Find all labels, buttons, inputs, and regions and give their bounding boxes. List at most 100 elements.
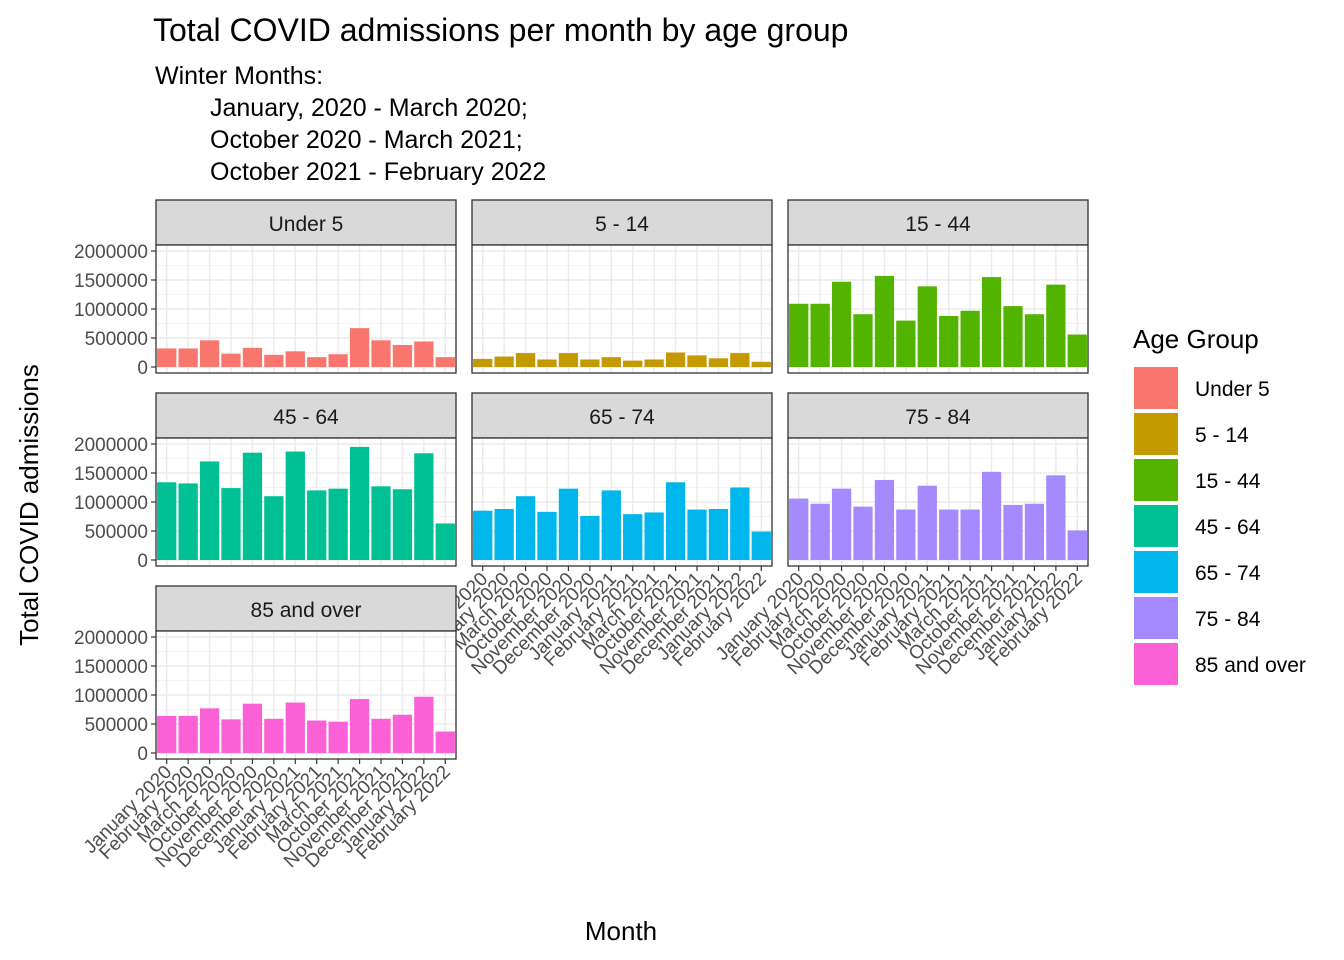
bar-75-84-february-2022 bbox=[1067, 530, 1087, 560]
legend-label: 5 - 14 bbox=[1195, 424, 1249, 447]
legend-key bbox=[1134, 597, 1178, 639]
bar-85-and-over-february-2020 bbox=[178, 715, 198, 753]
bar-75-84-october-2020 bbox=[853, 506, 873, 560]
facet-panels: Under 5 0 500000 1000000 1500000 2000000 5 - 1… bbox=[74, 199, 1089, 872]
facet-strip-label: 15 - 44 bbox=[905, 213, 971, 236]
legend-label: 85 and over bbox=[1195, 654, 1306, 677]
legend-key bbox=[1134, 367, 1178, 409]
y-tick-label: 1000000 bbox=[74, 493, 148, 514]
facet-strip bbox=[155, 199, 457, 246]
bar-under-5-february-2022 bbox=[435, 357, 455, 367]
bar-5-14-february-2021 bbox=[623, 360, 643, 367]
bar-65-74-october-2020 bbox=[537, 511, 557, 560]
y-tick-label: 500000 bbox=[85, 522, 148, 543]
legend-key bbox=[1134, 551, 1178, 593]
bar-15-44-february-2021 bbox=[939, 315, 959, 367]
bar-75-84-december-2020 bbox=[896, 509, 916, 560]
bar-65-74-february-2022 bbox=[751, 531, 771, 560]
chart-subtitle-line-3: October 2020 - March 2021; bbox=[210, 126, 523, 154]
bar-15-44-january-2020 bbox=[789, 303, 809, 367]
y-tick-label: 2000000 bbox=[74, 628, 148, 649]
bar-45-64-march-2020 bbox=[199, 461, 220, 560]
bar-45-64-january-2020 bbox=[157, 482, 177, 560]
facet-strip-label: 65 - 74 bbox=[589, 406, 655, 429]
y-axis-title: Total COVID admissions bbox=[14, 364, 44, 646]
bar-under-5-february-2021 bbox=[307, 357, 327, 367]
bar-45-64-january-2021 bbox=[285, 451, 305, 560]
x-axis-title: Month bbox=[585, 916, 657, 946]
bar-65-74-january-2020 bbox=[473, 510, 493, 560]
bar-under-5-january-2020 bbox=[157, 348, 177, 367]
bar-5-14-december-2021 bbox=[708, 358, 729, 367]
y-tick-label: 1000000 bbox=[74, 686, 148, 707]
bar-65-74-december-2021 bbox=[708, 508, 729, 560]
legend-item-5-14: 5 - 14 bbox=[1134, 413, 1249, 455]
facet-panel-5-14: 5 - 14 bbox=[471, 199, 773, 374]
bar-15-44-november-2020 bbox=[874, 275, 895, 367]
legend-item-85-and-over: 85 and over bbox=[1134, 643, 1306, 685]
facet-panel-under-5: Under 5 0 500000 1000000 1500000 2000000 bbox=[74, 199, 457, 379]
bar-15-44-march-2021 bbox=[960, 310, 980, 367]
bar-15-44-october-2021 bbox=[981, 277, 1002, 367]
bar-45-64-november-2021 bbox=[371, 486, 391, 560]
bar-45-64-march-2021 bbox=[328, 488, 348, 560]
bar-under-5-march-2020 bbox=[199, 340, 220, 367]
bar-75-84-november-2020 bbox=[874, 479, 895, 560]
y-tick-label: 500000 bbox=[85, 329, 148, 350]
chart-title: Total COVID admissions per month by age … bbox=[153, 12, 848, 48]
bar-15-44-january-2021 bbox=[917, 286, 937, 367]
y-tick-label: 1000000 bbox=[74, 300, 148, 321]
facet-strip-label: 85 and over bbox=[251, 599, 362, 622]
bar-5-14-march-2021 bbox=[644, 359, 664, 367]
legend-title: Age Group bbox=[1133, 324, 1259, 354]
bar-65-74-march-2020 bbox=[515, 496, 536, 560]
bar-85-and-over-october-2020 bbox=[221, 719, 241, 753]
facet-strip bbox=[155, 585, 457, 632]
bar-5-14-january-2020 bbox=[473, 358, 493, 367]
bar-under-5-october-2020 bbox=[221, 353, 241, 367]
bar-under-5-november-2021 bbox=[371, 340, 391, 367]
panel-border bbox=[787, 244, 1089, 374]
y-tick-label: 2000000 bbox=[74, 242, 148, 263]
bar-15-44-february-2020 bbox=[810, 303, 830, 367]
legend-label: Under 5 bbox=[1195, 378, 1270, 401]
y-tick-label: 1500000 bbox=[74, 657, 148, 678]
bar-5-14-november-2021 bbox=[687, 355, 707, 367]
bar-15-44-march-2020 bbox=[831, 281, 852, 367]
bar-65-74-october-2021 bbox=[665, 482, 686, 560]
chart-subtitle-line-1: Winter Months: bbox=[155, 62, 323, 90]
panel-border bbox=[471, 244, 773, 374]
bar-75-84-february-2021 bbox=[939, 509, 959, 560]
bar-under-5-march-2021 bbox=[328, 354, 348, 367]
bar-75-84-march-2020 bbox=[831, 488, 852, 560]
bar-45-64-november-2020 bbox=[242, 452, 263, 560]
bar-85-and-over-march-2020 bbox=[199, 708, 220, 753]
legend-item-15-44: 15 - 44 bbox=[1134, 459, 1261, 501]
facet-strip-label: 45 - 64 bbox=[273, 406, 339, 429]
facet-strip-label: Under 5 bbox=[269, 213, 344, 236]
facet-strip-label: 5 - 14 bbox=[595, 213, 649, 236]
bar-75-84-october-2021 bbox=[981, 471, 1002, 560]
bar-65-74-february-2020 bbox=[494, 508, 514, 560]
bar-15-44-february-2022 bbox=[1067, 334, 1087, 367]
bar-5-14-february-2020 bbox=[494, 356, 514, 367]
bar-under-5-december-2021 bbox=[392, 344, 413, 367]
y-tick-label: 2000000 bbox=[74, 435, 148, 456]
legend-label: 45 - 64 bbox=[1195, 516, 1261, 539]
facet-panel-45-64: 45 - 64 0 500000 1000000 1500000 2000000 bbox=[74, 392, 457, 572]
bar-5-14-february-2022 bbox=[751, 361, 771, 367]
legend-key bbox=[1134, 459, 1178, 501]
bar-5-14-october-2020 bbox=[537, 359, 557, 367]
legend-key bbox=[1134, 413, 1178, 455]
bar-85-and-over-january-2021 bbox=[285, 702, 305, 753]
bar-15-44-november-2021 bbox=[1003, 306, 1023, 367]
y-tick-label: 1500000 bbox=[74, 271, 148, 292]
y-tick-label: 0 bbox=[137, 551, 148, 572]
panel-border bbox=[787, 437, 1089, 567]
bar-5-14-january-2021 bbox=[601, 357, 621, 367]
chart-subtitle-line-2: January, 2020 - March 2020; bbox=[210, 94, 528, 122]
y-tick-label: 0 bbox=[137, 744, 148, 765]
bar-5-14-march-2020 bbox=[515, 353, 536, 367]
bar-15-44-january-2022 bbox=[1046, 284, 1066, 367]
